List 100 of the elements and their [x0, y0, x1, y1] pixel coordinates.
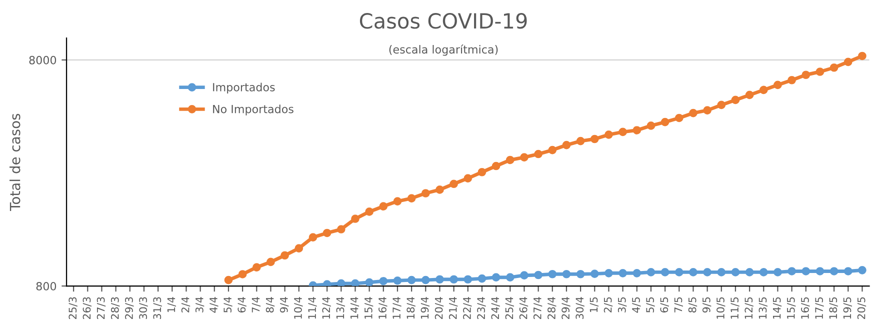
- point: [759, 268, 768, 276]
- x-tick-label: 11/4: [308, 297, 317, 319]
- point: [660, 268, 670, 276]
- legend-label: No Importados: [213, 104, 294, 116]
- point: [689, 108, 698, 118]
- point: [632, 268, 642, 278]
- point: [224, 276, 233, 284]
- point: [703, 268, 712, 276]
- x-tick-label: 19/5: [843, 297, 852, 319]
- point: [618, 268, 627, 278]
- point: [520, 153, 528, 162]
- x-tick-label: 26/3: [82, 297, 92, 320]
- point: [308, 233, 318, 242]
- point: [788, 267, 796, 276]
- point: [844, 267, 852, 276]
- point: [830, 63, 838, 72]
- x-tick-label: 14/5: [773, 297, 782, 319]
- x-tick-label: 4/4: [210, 297, 218, 313]
- x-tick-label: 25/3: [68, 297, 78, 320]
- point: [604, 130, 613, 139]
- legend-label: Importados: [213, 82, 275, 94]
- x-tick-label: 21/4: [448, 297, 458, 320]
- x-tick-label: 13/5: [758, 297, 768, 319]
- point: [816, 267, 824, 276]
- point: [351, 279, 360, 286]
- x-tick-label: 20/4: [434, 297, 444, 320]
- x-tick-label: 8/4: [266, 297, 275, 312]
- point: [238, 270, 247, 278]
- x-tick-label: 3/4: [195, 297, 204, 312]
- point: [858, 266, 866, 274]
- point: [576, 270, 585, 278]
- x-tick-label: 17/4: [392, 297, 402, 319]
- point: [407, 194, 416, 202]
- x-tick-label: 4/5: [632, 297, 641, 313]
- x-tick-label: 9/4: [280, 297, 289, 313]
- point: [745, 268, 754, 276]
- x-tick-label: 29/4: [562, 297, 570, 320]
- x-tick-label: 16/5: [801, 297, 810, 319]
- point: [421, 276, 430, 284]
- x-tick-label: 24/4: [491, 297, 500, 320]
- point: [618, 128, 627, 136]
- point: [506, 156, 514, 164]
- point: [478, 274, 486, 283]
- point: [632, 126, 642, 134]
- point: [548, 146, 557, 154]
- point: [674, 268, 684, 276]
- point: [703, 106, 712, 114]
- chart-title: Casos COVID-19: [360, 13, 527, 29]
- point: [393, 197, 402, 206]
- point: [731, 96, 740, 104]
- point: [506, 273, 514, 282]
- point: [562, 140, 571, 150]
- point: [464, 174, 472, 182]
- y-axis-title: Total de casos: [10, 114, 20, 211]
- x-tick-label: 5/5: [646, 297, 655, 312]
- point: [844, 58, 852, 66]
- x-tick-label: 18/4: [406, 297, 416, 319]
- point: [450, 180, 458, 188]
- point: [646, 122, 656, 130]
- point: [379, 202, 388, 210]
- point: [548, 270, 557, 278]
- point: [759, 86, 768, 94]
- point: [774, 268, 782, 276]
- x-tick-label: 3/5: [618, 297, 627, 312]
- x-tick-label: 8/5: [688, 297, 698, 312]
- point: [562, 270, 571, 278]
- y-tick-label: 800: [36, 282, 56, 290]
- x-tick-label: 15/5: [787, 297, 796, 319]
- x-tick-label: 15/4: [364, 297, 374, 319]
- point: [788, 76, 796, 84]
- point: [492, 162, 500, 170]
- text: (escala logarítmica): [389, 44, 498, 56]
- x-tick-label: 7/5: [674, 297, 683, 312]
- point: [407, 276, 416, 284]
- x-tick-label: 16/4: [378, 297, 388, 319]
- x-tick-label: 18/5: [829, 297, 838, 319]
- point: [294, 244, 304, 252]
- point: [492, 273, 500, 282]
- x-tick-label: 30/3: [139, 297, 148, 320]
- x-tick-label: 12/4: [322, 297, 331, 319]
- x-tick-label: 2/4: [181, 297, 190, 312]
- point: [745, 90, 754, 100]
- point: [717, 100, 726, 110]
- point: [534, 270, 542, 280]
- point: [604, 268, 613, 278]
- point: [280, 251, 289, 260]
- point: [478, 168, 486, 176]
- point: [365, 208, 374, 216]
- point: [674, 114, 684, 122]
- x-tick-label: 31/3: [153, 297, 162, 320]
- x-tick-label: 1/4: [167, 297, 176, 312]
- point: [266, 258, 275, 266]
- x-tick-label: 23/4: [477, 297, 486, 320]
- point: [717, 268, 726, 276]
- point: [379, 276, 388, 286]
- point: [576, 136, 585, 146]
- x-tick-label: 10/5: [716, 297, 726, 319]
- x-tick-label: 29/3: [125, 297, 134, 320]
- x-tick-label: 2/5: [604, 297, 613, 312]
- x-tick-label: 10/4: [294, 297, 303, 319]
